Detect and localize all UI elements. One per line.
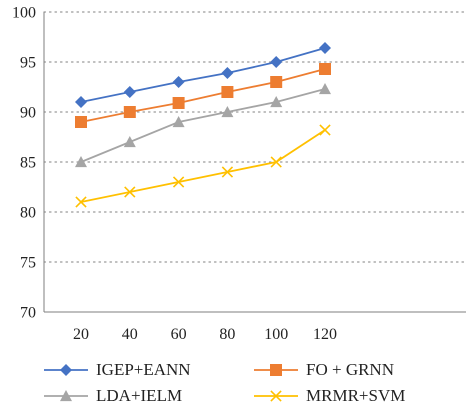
- data-point: [123, 86, 136, 98]
- data-point: [270, 96, 283, 108]
- x-tick-label: 60: [171, 326, 187, 343]
- series-igep-eann: [75, 42, 331, 108]
- data-point: [270, 364, 282, 376]
- data-point: [319, 63, 331, 75]
- data-point-stroke: [270, 390, 282, 402]
- series-mrmr-svm: [75, 124, 331, 208]
- legend-entry: LDA+IELM: [44, 386, 182, 405]
- data-point: [172, 116, 185, 128]
- data-point-stroke: [270, 156, 282, 168]
- y-tick-label: 95: [20, 55, 36, 72]
- data-point-stroke: [75, 196, 87, 208]
- series-line: [80, 68, 326, 123]
- data-point: [172, 97, 185, 109]
- series-fo-grnn: [75, 63, 331, 128]
- x-tick-label: 120: [313, 326, 337, 343]
- data-point: [221, 166, 234, 178]
- data-point: [75, 96, 87, 108]
- data-point: [270, 76, 283, 88]
- series-line: [80, 129, 326, 203]
- data-point: [221, 86, 234, 98]
- data-point: [319, 42, 331, 54]
- series-layer: [75, 42, 331, 208]
- data-point: [221, 106, 234, 118]
- legend-label: MRMR+SVM: [306, 386, 405, 405]
- y-tick-label: 85: [20, 155, 36, 172]
- data-point: [60, 364, 72, 376]
- legend-entry: FO + GRNN: [254, 360, 394, 379]
- x-tick-label: 80: [219, 326, 235, 343]
- y-tick-label: 80: [20, 205, 36, 222]
- legend-label: IGEP+EANN: [96, 360, 191, 379]
- data-point-stroke: [221, 166, 234, 178]
- y-tick-label: 90: [20, 105, 36, 122]
- legend: IGEP+EANN FO + GRNN LDA+IELM MRMR+SVM: [44, 360, 405, 405]
- legend-entry: IGEP+EANN: [44, 360, 191, 379]
- data-point-stroke: [319, 124, 331, 136]
- series-lda-ielm: [75, 83, 331, 168]
- data-point-stroke: [124, 186, 136, 198]
- series-line: [80, 88, 326, 163]
- x-tick-label: 100: [264, 326, 288, 343]
- x-tick-label: 20: [73, 326, 89, 343]
- series-line: [80, 47, 326, 103]
- data-point: [221, 67, 234, 79]
- data-point: [123, 136, 136, 148]
- axes: 70 75 80 85 90 95 100 20 40 60 80 100 120: [12, 5, 466, 343]
- y-tick-label: 70: [20, 305, 36, 322]
- data-point-stroke: [172, 176, 185, 188]
- x-tick-label: 40: [122, 326, 138, 343]
- data-point: [319, 124, 331, 136]
- data-point: [124, 186, 136, 198]
- data-point: [172, 176, 185, 188]
- legend-label: FO + GRNN: [306, 360, 394, 379]
- y-tick-label: 75: [20, 255, 36, 272]
- data-point: [172, 76, 185, 88]
- data-point: [60, 390, 72, 402]
- data-point: [123, 106, 136, 118]
- gridlines: [43, 11, 467, 263]
- data-point: [75, 196, 87, 208]
- data-point: [75, 116, 87, 128]
- data-point: [270, 390, 282, 402]
- data-point: [319, 83, 331, 95]
- legend-entry: MRMR+SVM: [254, 386, 405, 405]
- data-point: [75, 156, 87, 168]
- data-point: [270, 156, 282, 168]
- legend-label: LDA+IELM: [96, 386, 182, 405]
- y-tick-label: 100: [12, 5, 36, 22]
- data-point: [270, 56, 283, 68]
